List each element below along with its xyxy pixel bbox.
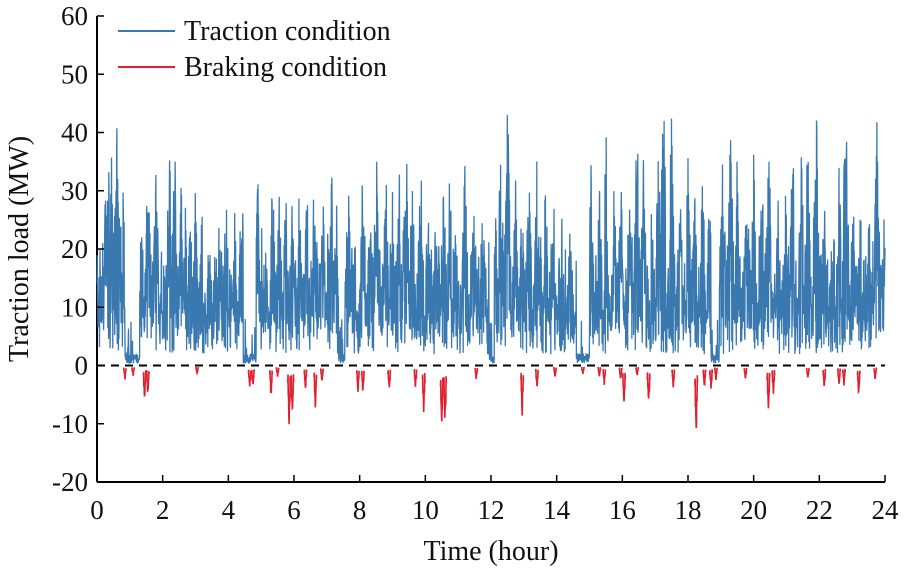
braking-dip xyxy=(319,368,324,381)
braking-dip xyxy=(602,369,607,385)
y-tick-label: 10 xyxy=(61,292,88,322)
braking-dip xyxy=(520,372,525,416)
braking-dip xyxy=(646,372,651,399)
legend: Traction condition Braking condition xyxy=(118,16,391,83)
braking-dip xyxy=(360,370,366,391)
braking-dip xyxy=(474,367,479,379)
braking-dip xyxy=(355,370,361,392)
legend-label-traction: Traction condition xyxy=(184,16,391,47)
y-tick-group: -20 -10 0 10 20 30 40 50 60 xyxy=(52,1,104,497)
braking-dip xyxy=(142,370,147,397)
x-tick-label: 10 xyxy=(412,495,439,525)
legend-label-braking: Braking condition xyxy=(184,52,387,83)
series-line-traction xyxy=(96,114,886,364)
x-tick-label: 4 xyxy=(222,495,236,525)
braking-dip xyxy=(822,368,827,387)
braking-dip xyxy=(552,367,558,377)
braking-dip xyxy=(702,369,707,387)
x-tick-label: 14 xyxy=(543,495,571,525)
braking-dip xyxy=(122,367,127,380)
braking-dip xyxy=(413,369,418,388)
x-tick-label: 18 xyxy=(675,495,702,525)
braking-dip xyxy=(713,367,718,380)
braking-dip xyxy=(195,366,200,376)
x-tick-label: 2 xyxy=(156,495,170,525)
braking-dip xyxy=(303,369,308,388)
braking-dip xyxy=(743,367,748,379)
y-tick-label: -20 xyxy=(52,467,88,497)
y-axis-title: Traction load (MW) xyxy=(4,136,35,362)
braking-dip xyxy=(856,370,861,395)
y-tick-label: 30 xyxy=(61,176,88,206)
braking-dip xyxy=(618,367,623,379)
braking-dip xyxy=(694,375,699,429)
y-tick-label: 0 xyxy=(75,351,89,381)
x-tick-label: 6 xyxy=(287,495,301,525)
x-tick-label: 16 xyxy=(609,495,636,525)
braking-dip xyxy=(580,366,585,375)
x-axis-title: Time (hour) xyxy=(423,536,558,567)
braking-dip xyxy=(439,377,444,422)
braking-dip xyxy=(275,367,280,377)
x-tick-label: 20 xyxy=(740,495,767,525)
braking-dip xyxy=(290,374,295,411)
braking-dip xyxy=(805,367,810,378)
braking-dip xyxy=(671,369,676,388)
braking-dip xyxy=(268,370,274,394)
x-tick-group: 0 2 4 6 8 10 12 14 16 18 20 22 24 xyxy=(90,475,899,525)
braking-dip xyxy=(250,369,256,385)
x-tick-label: 0 xyxy=(90,495,104,525)
braking-dip xyxy=(836,368,842,384)
braking-dip xyxy=(841,368,847,386)
y-tick-label: 60 xyxy=(61,1,88,31)
braking-dip xyxy=(621,372,627,402)
braking-dip xyxy=(131,367,136,376)
y-tick-label: 50 xyxy=(61,59,88,89)
braking-dip xyxy=(387,369,392,388)
y-tick-label: -10 xyxy=(52,409,88,439)
y-tick-label: 20 xyxy=(61,234,88,264)
x-tick-label: 8 xyxy=(353,495,367,525)
braking-dip xyxy=(766,372,771,409)
braking-dip xyxy=(145,370,150,392)
braking-dip xyxy=(771,370,776,394)
braking-dip xyxy=(873,367,878,380)
braking-dip xyxy=(421,372,426,413)
y-tick-label: 40 xyxy=(61,118,88,148)
braking-dip xyxy=(313,372,318,408)
braking-dip xyxy=(708,369,714,389)
braking-dip xyxy=(442,376,448,418)
braking-dip xyxy=(287,374,292,425)
braking-dip xyxy=(534,368,540,387)
braking-dip xyxy=(635,367,640,376)
x-tick-label: 22 xyxy=(806,495,833,525)
x-tick-label: 12 xyxy=(478,495,505,525)
series-layer xyxy=(96,114,886,429)
braking-dip xyxy=(597,366,602,377)
x-tick-label: 24 xyxy=(872,495,900,525)
braking-dip xyxy=(247,369,252,387)
